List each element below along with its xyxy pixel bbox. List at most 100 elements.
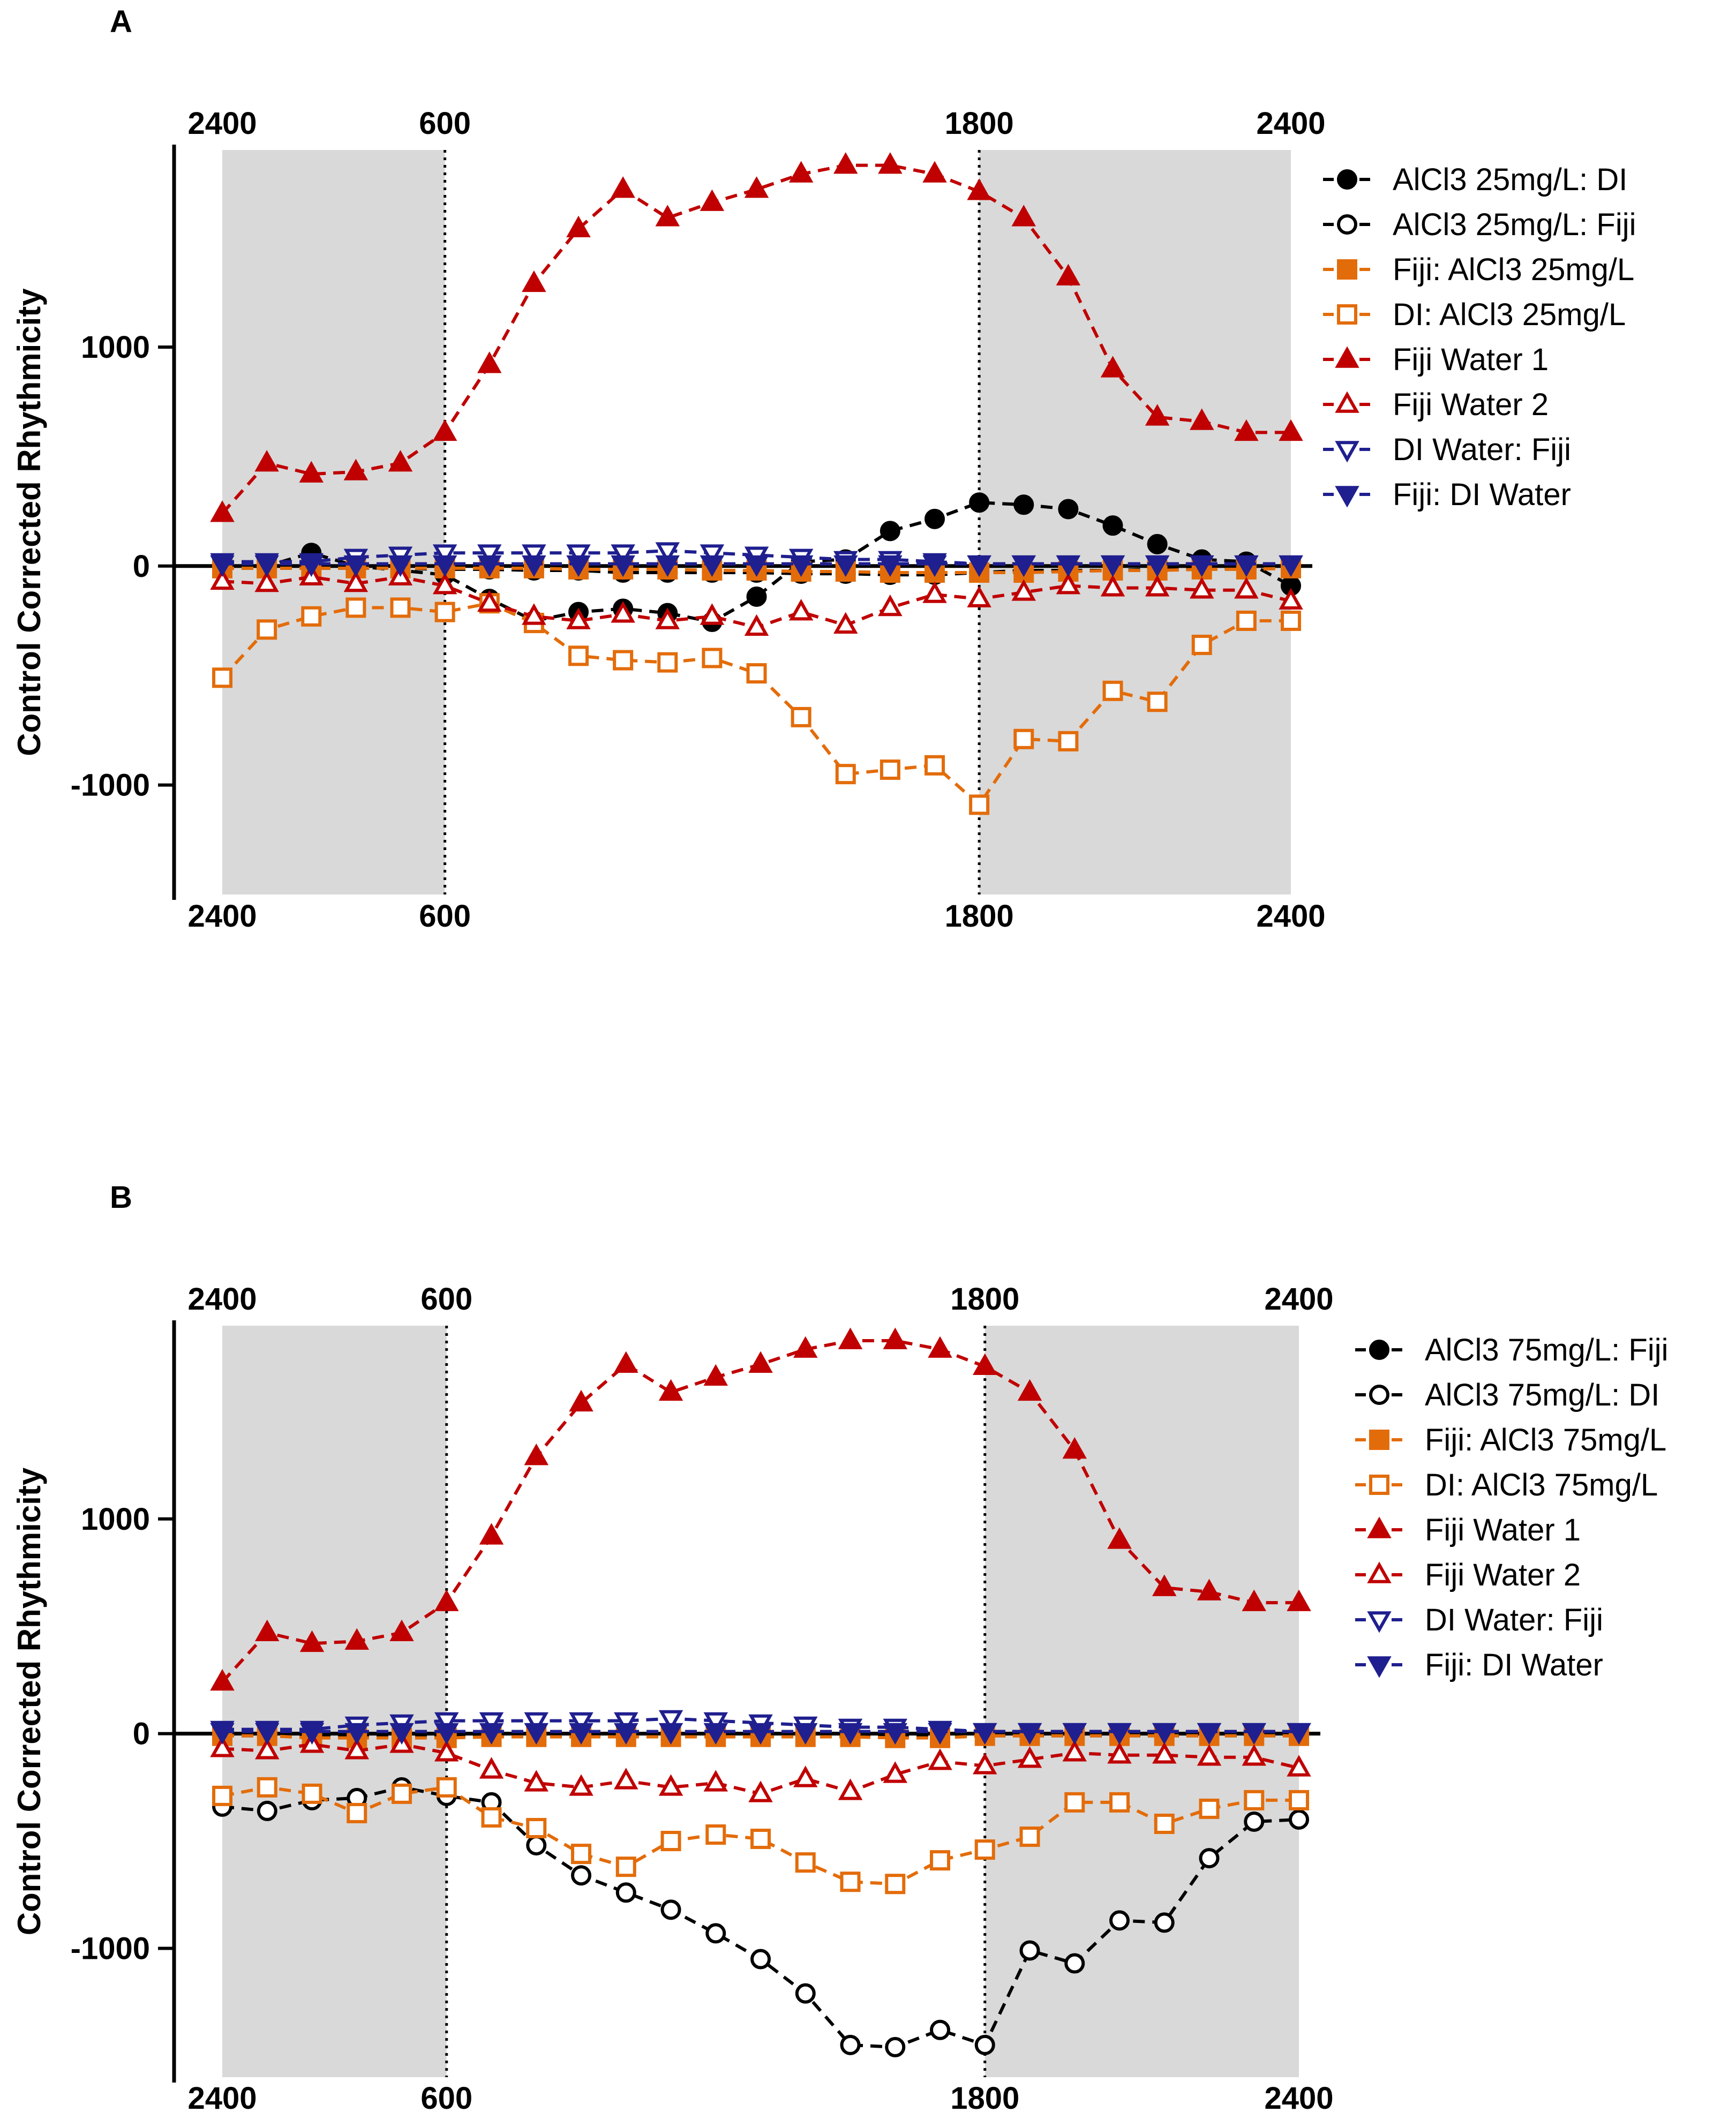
top-time-label: 600: [420, 1282, 472, 1317]
data-point: [750, 1949, 771, 1970]
data-point: [254, 450, 279, 472]
y-tick-label: 0: [133, 549, 150, 584]
data-point: [1244, 1790, 1265, 1810]
legend-label: DI Water: Fiji: [1393, 432, 1571, 467]
data-point: [748, 1780, 773, 1802]
legend-label: AlCl3 75mg/L: DI: [1425, 1378, 1659, 1412]
y-tick-label: 1000: [81, 330, 150, 365]
data-point: [658, 1379, 683, 1401]
data-point: [524, 1770, 548, 1792]
data-point: [479, 1757, 504, 1779]
data-point: [526, 1835, 547, 1856]
data-point: [255, 1619, 280, 1642]
data-point: [479, 1523, 504, 1545]
data-point: [658, 1723, 683, 1745]
data-point: [795, 1852, 816, 1873]
data-point: [703, 1723, 728, 1745]
data-point: [390, 597, 411, 618]
data-point: [974, 1839, 995, 1860]
data-point: [1191, 634, 1212, 655]
data-point: [746, 663, 767, 684]
data-point: [1281, 610, 1301, 631]
data-point: [611, 176, 635, 198]
data-point: [1102, 515, 1123, 536]
data-point: [922, 581, 947, 603]
data-point: [1102, 680, 1123, 701]
legend-label: Fiji: AlCl3 75mg/L: [1425, 1423, 1666, 1457]
legend-label: AlCl3 25mg/L: Fiji: [1393, 207, 1636, 242]
legend-label: DI Water: Fiji: [1425, 1603, 1603, 1637]
data-point: [660, 1899, 681, 1920]
data-point: [967, 178, 991, 200]
data-point: [1154, 1912, 1175, 1933]
legend-marker: [1369, 1340, 1389, 1360]
data-point: [1011, 579, 1036, 601]
data-point: [1244, 1811, 1265, 1832]
data-point: [1145, 555, 1170, 577]
data-point: [434, 1740, 459, 1762]
legend-label: AlCl3 75mg/L: Fiji: [1425, 1333, 1668, 1367]
data-point: [432, 555, 457, 577]
data-point: [566, 215, 591, 237]
data-point: [434, 1723, 459, 1745]
data-point: [477, 555, 502, 577]
data-point: [569, 1389, 593, 1412]
data-point: [1289, 1790, 1309, 1810]
dark-period-band: [222, 150, 445, 895]
legend-label: Fiji: DI Water: [1425, 1648, 1603, 1682]
bottom-time-label: 2400: [187, 899, 257, 934]
data-point: [479, 1712, 504, 1734]
data-point: [434, 1712, 459, 1734]
data-point: [299, 1723, 325, 1745]
legend-entry: AlCl3 25mg/L: DI: [1323, 162, 1627, 197]
data-point: [700, 555, 725, 577]
data-point: [748, 1351, 773, 1373]
data-point: [750, 1829, 771, 1850]
data-point: [1279, 555, 1303, 577]
data-point: [660, 1831, 681, 1852]
legend-marker: [1335, 346, 1359, 368]
dark-period-band: [222, 1326, 447, 2077]
data-point: [744, 555, 769, 577]
data-point: [835, 764, 856, 785]
data-point: [343, 459, 369, 480]
legend-marker: [1335, 486, 1359, 508]
bottom-time-label: 600: [419, 899, 471, 934]
data-point: [1100, 356, 1125, 378]
legend-marker: [1367, 1561, 1392, 1583]
data-point: [566, 544, 591, 566]
data-point: [1152, 1723, 1177, 1745]
y-tick-label: -1000: [71, 1931, 150, 1966]
data-point: [1279, 419, 1303, 441]
legend-label: Fiji Water 2: [1425, 1558, 1581, 1592]
data-point: [1199, 1848, 1220, 1869]
data-point: [301, 606, 322, 627]
data-point: [838, 1778, 863, 1800]
data-point: [700, 544, 725, 566]
data-point: [388, 450, 413, 472]
data-point: [434, 1589, 459, 1611]
data-point: [1190, 577, 1214, 599]
data-point: [840, 1872, 861, 1892]
data-point: [434, 602, 455, 622]
data-point: [788, 555, 814, 577]
data-point: [791, 707, 811, 727]
data-point: [658, 1710, 683, 1732]
data-point: [928, 1748, 952, 1770]
data-point: [973, 1753, 997, 1775]
data-point: [744, 176, 769, 198]
bottom-time-label: 2400: [187, 2081, 257, 2116]
series-fiji-di-water: [210, 555, 1303, 577]
data-point: [524, 1723, 548, 1745]
data-point: [524, 1712, 548, 1734]
legend-label: DI: AlCl3 75mg/L: [1425, 1468, 1658, 1502]
data-point: [1199, 1798, 1220, 1819]
data-point: [1236, 610, 1257, 631]
legend-entry: AlCl3 75mg/L: Fiji: [1355, 1333, 1668, 1367]
data-point: [885, 1874, 906, 1895]
data-point: [1062, 1740, 1087, 1762]
data-point: [1197, 1579, 1222, 1600]
legend-entry: Fiji Water 2: [1355, 1558, 1581, 1592]
data-point: [1056, 573, 1081, 595]
